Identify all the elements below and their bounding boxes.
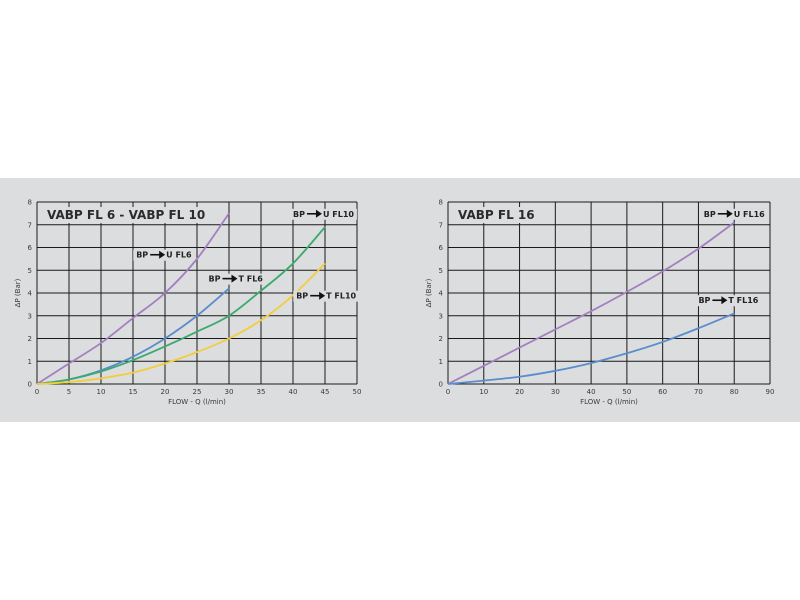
x-tick-label: 80 [730,388,739,396]
series-line-1 [447,312,735,385]
annotation-1: BP T FL16 [695,295,762,307]
x-tick-label: 0 [446,388,450,396]
y-tick-label: 7 [439,221,443,229]
annotation-from-label: BP [209,275,221,284]
annotation-1: BP T FL6 [205,273,266,285]
annotation-from-label: BP [293,210,305,219]
arrow-head-icon [231,274,238,283]
y-axis-label: ΔP (Bar) [14,278,22,307]
arrow-head-icon [319,291,326,300]
y-tick-label: 7 [28,221,32,229]
annotation-background [695,295,762,307]
x-tick-label: 10 [97,388,106,396]
y-tick-label: 1 [439,358,443,366]
chart-title: VABP FL 16 [458,208,535,222]
x-tick-label: 35 [257,388,266,396]
x-axis-label: FLOW - Q (l/min) [168,398,226,406]
x-axis-label: FLOW - Q (l/min) [580,398,638,406]
x-tick-label: 30 [551,388,560,396]
y-tick-label: 2 [28,335,32,343]
x-tick-label: 20 [161,388,170,396]
annotation-0: BP U FL6 [133,249,195,261]
y-tick-label: 3 [28,312,32,320]
x-tick-label: 60 [658,388,667,396]
annotation-background [293,290,360,302]
x-tick-label: 15 [129,388,138,396]
arrow-head-icon [315,209,322,218]
x-tick-label: 25 [193,388,202,396]
x-tick-label: 5 [67,388,71,396]
series-line-0 [447,221,735,385]
arrow-head-icon [726,209,733,218]
y-tick-label: 2 [439,335,443,343]
x-tick-label: 40 [587,388,596,396]
annotation-to-label: T FL6 [238,275,263,284]
annotation-to-label: U FL10 [323,210,354,219]
annotation-0: BP U FL16 [700,208,768,220]
y-tick-label: 4 [28,290,33,298]
x-tick-label: 90 [766,388,775,396]
y-tick-label: 0 [439,381,443,389]
annotation-3: BP T FL10 [293,290,360,302]
chart-vabp-fl16: 0 10 20 30 40 50 60 70 80 90 0 1 2 3 4 5 6 7 8 FLOW - Q (l/… [425,199,775,407]
x-tick-label: 10 [479,388,488,396]
y-tick-label: 1 [28,358,32,366]
annotation-from-label: BP [698,296,710,305]
x-tick-label: 0 [35,388,39,396]
y-tick-label: 0 [28,381,32,389]
annotation-2: BP U FL10 [290,208,357,220]
x-tick-label: 20 [515,388,524,396]
x-tick-label: 40 [289,388,298,396]
annotation-to-label: T FL16 [728,296,758,305]
annotation-to-label: T FL10 [326,292,356,301]
title-background [43,207,210,223]
y-tick-label: 8 [28,199,32,207]
arrow-head-icon [159,250,166,259]
arrow-head-icon [721,296,728,305]
y-tick-label: 6 [28,244,33,252]
x-tick-label: 45 [321,388,330,396]
x-tick-label: 50 [353,388,362,396]
x-tick-label: 70 [694,388,703,396]
y-tick-label: 6 [439,244,444,252]
y-tick-label: 4 [439,290,444,298]
y-tick-label: 8 [439,199,443,207]
series-line-0 [36,212,230,385]
x-tick-label: 30 [225,388,234,396]
series-line-2 [36,226,326,385]
y-axis-label: ΔP (Bar) [425,278,433,307]
annotation-from-label: BP [296,292,308,301]
annotation-background [290,208,357,220]
annotation-background [700,208,768,220]
annotation-from-label: BP [704,210,716,219]
y-tick-label: 3 [439,312,443,320]
chart-title: VABP FL 6 - VABP FL 10 [47,208,205,222]
annotation-to-label: U FL16 [734,210,765,219]
y-tick-label: 5 [28,267,32,275]
y-tick-label: 5 [439,267,443,275]
grid [447,201,771,385]
title-background [454,207,539,223]
x-tick-label: 50 [622,388,631,396]
series-line-3 [36,262,326,385]
annotation-from-label: BP [136,251,148,260]
annotation-to-label: U FL6 [166,251,192,260]
